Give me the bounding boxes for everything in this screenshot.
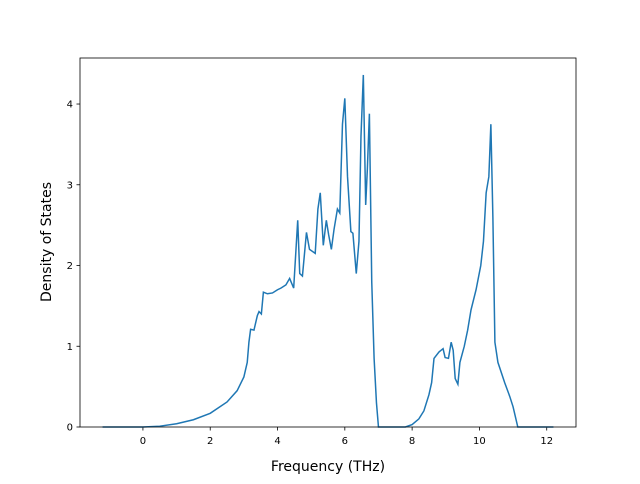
x-tick-label: 6 bbox=[342, 436, 348, 447]
plot-frame bbox=[79, 57, 577, 428]
x-tick-label: 4 bbox=[274, 436, 280, 447]
x-tick-label: 8 bbox=[409, 436, 415, 447]
x-tick-label: 10 bbox=[473, 436, 486, 447]
y-tick-label: 0 bbox=[67, 423, 73, 434]
x-tick-label: 2 bbox=[207, 436, 213, 447]
y-tick-label: 4 bbox=[67, 100, 73, 111]
y-tick-label: 2 bbox=[67, 261, 73, 272]
y-tick-label: 3 bbox=[67, 180, 73, 191]
y-axis-label: Density of States bbox=[39, 182, 55, 302]
y-tick-label: 1 bbox=[67, 342, 73, 353]
x-tick-label: 0 bbox=[140, 436, 146, 447]
line bbox=[102, 74, 554, 428]
x-tick-label: 12 bbox=[540, 436, 553, 447]
x-axis-label: Frequency (THz) bbox=[271, 459, 385, 475]
